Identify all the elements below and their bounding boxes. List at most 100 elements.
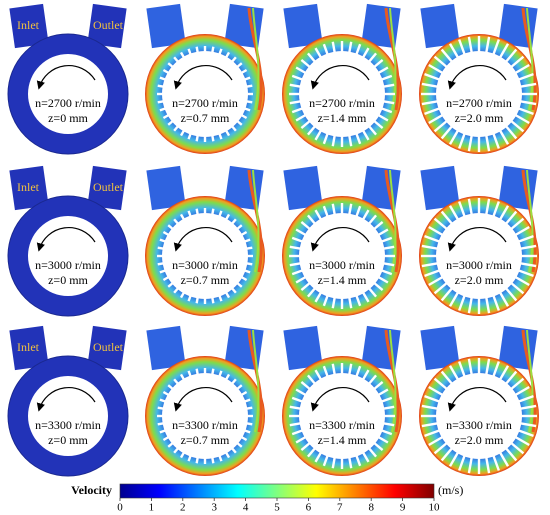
impeller-blade — [492, 361, 500, 377]
impeller-blade — [224, 291, 231, 299]
impeller-blade — [218, 133, 223, 140]
rotation-arrow — [447, 226, 507, 252]
pump-ring — [8, 34, 128, 154]
depth-label: z=0.7 mm — [181, 433, 230, 447]
impeller-blade — [514, 113, 530, 125]
impeller-blade — [485, 198, 491, 215]
impeller-blade — [195, 368, 199, 375]
impeller-blade — [355, 365, 362, 377]
impeller-blade — [195, 297, 199, 304]
impeller-blade — [179, 51, 186, 59]
impeller-blade — [498, 129, 510, 145]
impeller-blade — [240, 435, 248, 442]
outlet-jet-edge — [389, 7, 397, 111]
impeller-blade — [520, 404, 537, 410]
outlet-label: Outlet — [93, 180, 124, 194]
outlet-port — [87, 325, 127, 371]
depth-label: z=0.7 mm — [181, 273, 230, 287]
impeller-blade — [377, 275, 389, 284]
impeller-blade — [159, 269, 166, 274]
impeller-blade — [498, 43, 510, 59]
impeller-blade — [492, 295, 500, 311]
impeller-blade — [355, 205, 362, 217]
impeller-blade — [167, 62, 174, 68]
impeller-blade — [236, 62, 243, 68]
impeller-blade — [246, 100, 253, 104]
speed-label: n=3000 r/min — [309, 258, 375, 272]
impeller-blade — [492, 201, 500, 217]
depth-label: z=1.4 mm — [318, 433, 367, 447]
impeller-blade — [514, 435, 530, 447]
outlet-jet-edge — [389, 329, 397, 433]
ring-outline — [7, 33, 129, 155]
impeller-blade — [211, 297, 215, 304]
impeller-blade — [224, 51, 231, 59]
impeller-blade — [224, 451, 231, 459]
impeller-blade — [211, 46, 215, 53]
impeller-blade — [510, 55, 525, 68]
depth-label: z=0 mm — [48, 273, 88, 287]
impeller-blade — [520, 82, 537, 88]
impeller-blade — [448, 365, 460, 381]
impeller-blade — [236, 384, 243, 390]
impeller-blade — [368, 214, 377, 225]
impeller-blade — [440, 210, 453, 225]
impeller-blade — [331, 41, 336, 53]
impeller-blade — [505, 48, 518, 63]
rotation-arrow — [36, 226, 96, 252]
impeller-blade — [492, 455, 500, 471]
impeller-blade — [240, 275, 248, 282]
impeller-blade — [467, 36, 473, 53]
colorbar-tick-label: 4 — [243, 502, 249, 514]
impeller-blade — [373, 282, 384, 291]
outlet-label: Outlet — [93, 340, 124, 354]
impeller-blade — [433, 217, 448, 230]
outlet-jet-edge — [389, 169, 397, 273]
impeller-blade — [331, 457, 336, 469]
speed-label: n=3000 r/min — [446, 258, 512, 272]
speed-label: n=2700 r/min — [172, 96, 238, 110]
impeller-blade — [485, 297, 491, 314]
impeller-blade — [428, 435, 444, 447]
impeller-blade — [433, 442, 448, 455]
impeller-blade — [295, 113, 307, 122]
impeller-blade — [322, 455, 329, 467]
inlet-port — [9, 165, 49, 211]
impeller-blade — [218, 370, 223, 377]
impeller-blade — [224, 129, 231, 137]
impeller-blade — [244, 76, 251, 81]
impeller-blade — [244, 107, 251, 112]
impeller-blade — [518, 395, 534, 403]
impeller-blade — [381, 107, 393, 114]
colorbar-label: Velocity — [71, 483, 112, 497]
inlet-label: Inlet — [17, 180, 40, 194]
impeller-blade — [458, 455, 466, 471]
colorbar-tick-label: 0 — [117, 502, 123, 514]
impeller-blade — [159, 76, 166, 81]
impeller-blade — [433, 55, 448, 68]
impeller-blade — [448, 129, 460, 145]
impeller-blade — [377, 66, 389, 75]
impeller-blade — [355, 455, 362, 467]
impeller-blade — [162, 68, 170, 75]
impeller-blade — [520, 262, 537, 268]
impeller-blade — [348, 41, 353, 53]
impeller-blade — [440, 370, 453, 385]
ring-outline — [7, 355, 129, 477]
impeller-blade — [314, 129, 323, 141]
impeller-blade — [159, 398, 166, 403]
impeller-blade — [295, 228, 307, 237]
impeller-blade — [300, 282, 311, 291]
impeller-blade — [173, 447, 179, 454]
impeller-blade — [244, 398, 251, 403]
impeller-blade — [458, 201, 466, 217]
impeller-blade — [458, 295, 466, 311]
speed-label: n=3000 r/min — [35, 258, 101, 272]
impeller-blade — [300, 120, 311, 129]
impeller-blade — [244, 238, 251, 243]
inlet-port — [146, 3, 186, 49]
impeller-blade — [162, 275, 170, 282]
